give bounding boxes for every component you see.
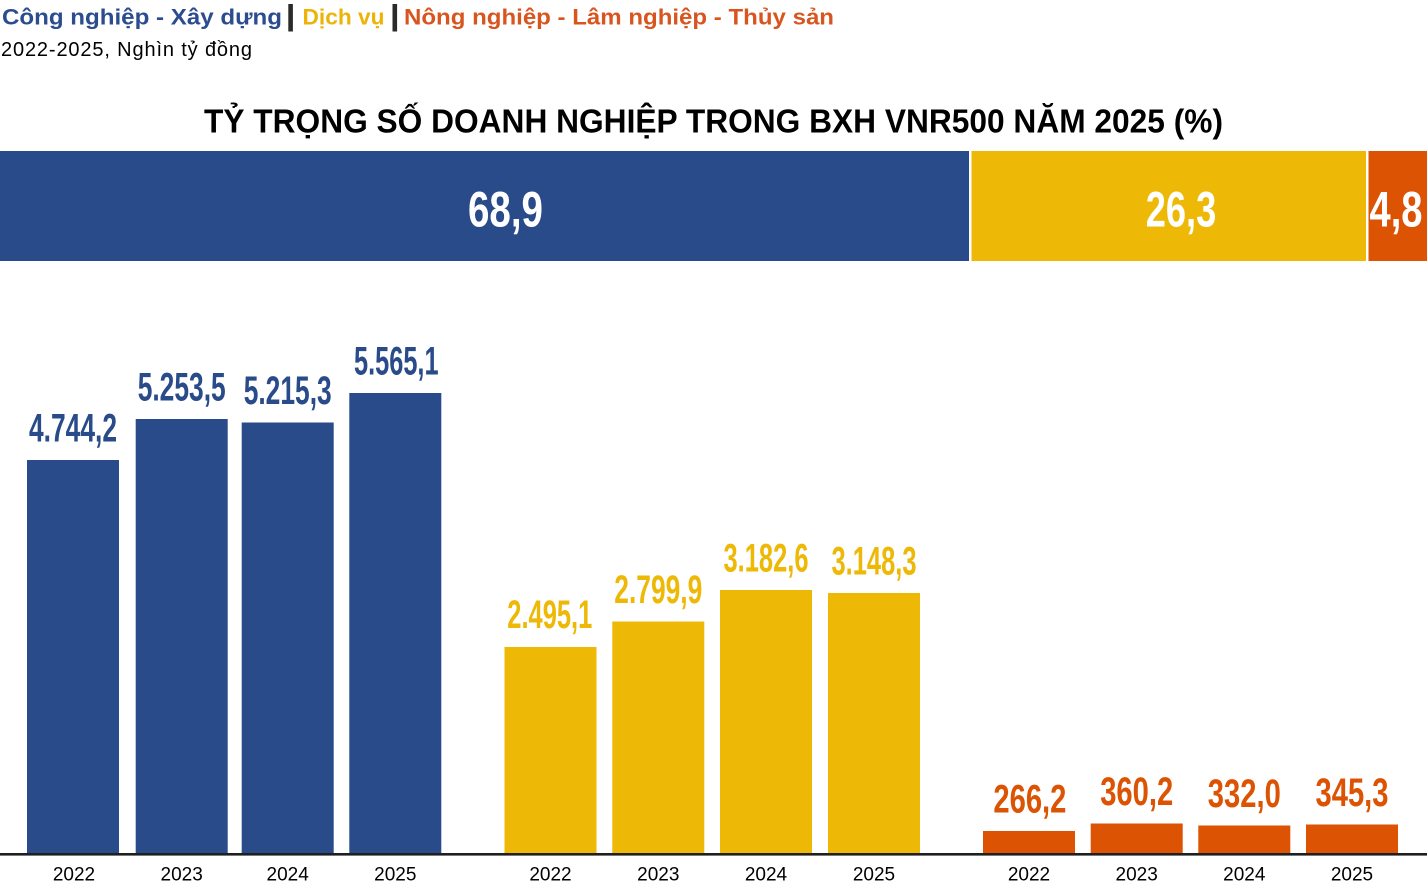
svg-text:26,3: 26,3 (1146, 182, 1217, 238)
svg-text:2025: 2025 (853, 865, 895, 886)
svg-text:2022-2025, Nghìn tỷ đồng: 2022-2025, Nghìn tỷ đồng (1, 39, 252, 61)
svg-text:345,3: 345,3 (1316, 771, 1389, 815)
svg-text:2023: 2023 (637, 865, 679, 886)
svg-text:2025: 2025 (374, 865, 416, 886)
svg-text:Công nghiệp - Xây dựng: Công nghiệp - Xây dựng (2, 5, 282, 30)
svg-text:3.182,6: 3.182,6 (724, 537, 809, 581)
svg-text:3.148,3: 3.148,3 (832, 540, 917, 584)
svg-text:TỶ TRỌNG SỐ DOANH NGHIỆP TRONG: TỶ TRỌNG SỐ DOANH NGHIỆP TRONG BXH VNR50… (204, 102, 1223, 140)
svg-text:360,2: 360,2 (1100, 770, 1173, 814)
svg-text:266,2: 266,2 (993, 778, 1066, 822)
svg-text:2022: 2022 (53, 865, 95, 886)
svg-text:332,0: 332,0 (1208, 772, 1281, 816)
svg-text:2.495,1: 2.495,1 (507, 593, 592, 637)
svg-text:4,8: 4,8 (1370, 182, 1423, 238)
svg-text:2.799,9: 2.799,9 (614, 568, 702, 612)
svg-text:2023: 2023 (1116, 865, 1158, 886)
svg-text:2022: 2022 (1008, 865, 1050, 886)
svg-text:2024: 2024 (267, 865, 310, 886)
svg-text:Dịch vụ: Dịch vụ (303, 5, 385, 30)
svg-text:Nông nghiệp - Lâm nghiệp - Thủ: Nông nghiệp - Lâm nghiệp - Thủy sản (404, 5, 834, 30)
svg-text:2022: 2022 (529, 865, 571, 886)
svg-text:5.565,1: 5.565,1 (354, 340, 439, 384)
svg-text:5.215,3: 5.215,3 (244, 369, 332, 413)
svg-text:2023: 2023 (161, 865, 203, 886)
svg-text:2025: 2025 (1331, 865, 1373, 886)
svg-text:68,9: 68,9 (468, 182, 543, 238)
svg-text:2024: 2024 (1223, 865, 1266, 886)
svg-text:5.253,5: 5.253,5 (138, 366, 226, 410)
svg-text:2024: 2024 (745, 865, 788, 886)
svg-text:4.744,2: 4.744,2 (29, 407, 117, 451)
